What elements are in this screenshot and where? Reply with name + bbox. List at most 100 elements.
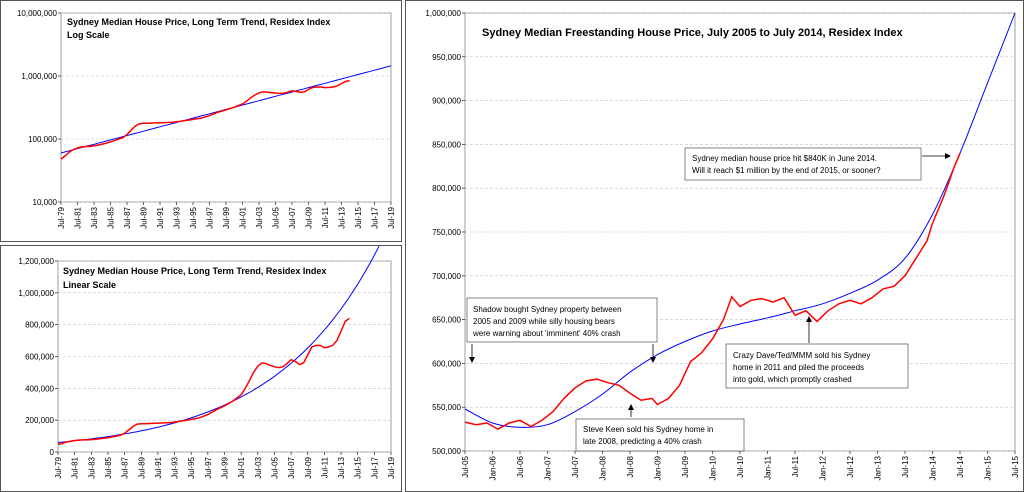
y-tick-label: 10,000,000 (17, 9, 58, 18)
x-tick-label: Jan-14 (929, 455, 938, 480)
x-tick-label: Jul-99 (221, 456, 230, 478)
linear-scale-chart: 1,200,000 1,000,000 800,000 600,000 400,000 2… (18, 246, 396, 479)
x-tick-label: Jul-09 (304, 456, 313, 478)
y-tick-label: 0 (50, 448, 55, 457)
annotation-line: Sydney median house price hit $840K in J… (692, 154, 877, 163)
x-tick-label: Jul-81 (71, 456, 80, 478)
y-tick-label: 1,000,000 (18, 289, 54, 298)
x-tick-label: Jul-13 (338, 206, 347, 228)
x-tick-label: Jan-07 (544, 455, 553, 480)
annotation-line: Crazy Dave/Ted/MMM sold his Sydney (733, 351, 870, 360)
freestanding-price-chart-panel: 1,000,000 950,000 900,000 850,000 800,000 750… (405, 0, 1024, 492)
freestanding-price-chart: 1,000,000 950,000 900,000 850,000 800,000 750… (425, 9, 1020, 480)
arrow-icon (945, 153, 951, 159)
x-tick-label: Jul-05 (272, 206, 281, 228)
y-tick-label: 200,000 (25, 416, 54, 425)
y-tick-label: 500,000 (432, 447, 461, 456)
y-tick-label: 800,000 (432, 184, 461, 193)
annotation-840k: Sydney median house price hit $840K in J… (684, 147, 951, 181)
y-tick-label: 850,000 (432, 140, 461, 149)
plot-area (60, 12, 392, 203)
x-tick-label: Jul-09 (681, 455, 690, 477)
x-tick-label: Jul-15 (1011, 455, 1020, 477)
x-tick-label: Jul-83 (90, 206, 99, 228)
x-tick-label: Jul-81 (74, 206, 83, 228)
annotation-line: Shadow bought Sydney property between (473, 305, 622, 314)
x-tick-label: Jul-97 (206, 206, 215, 228)
x-tick-label: Jul-87 (121, 456, 130, 478)
price-line (57, 317, 350, 446)
x-tick-label: Jul-95 (189, 206, 198, 228)
arrow-icon (650, 357, 656, 363)
x-tick-label: Jul-17 (371, 206, 380, 228)
x-tick-label: Jul-14 (956, 455, 965, 477)
x-tick-label: Jul-19 (387, 456, 396, 478)
x-tick-label: Jan-13 (874, 455, 883, 480)
arrow-icon (469, 357, 475, 363)
x-tick-label: Jul-97 (204, 456, 213, 478)
x-tick-label: Jan-10 (709, 455, 718, 480)
annotation-line: Will it reach $1 million by the end of 2… (692, 166, 881, 175)
y-tick-label: 800,000 (25, 321, 54, 330)
x-tick-label: Jan-06 (489, 455, 498, 480)
x-tick-label: Jul-91 (156, 206, 165, 228)
y-tick-label: 750,000 (432, 228, 461, 237)
annotation-line: into gold, which promptly crashed (733, 375, 852, 384)
annotation-crazy-dave: Crazy Dave/Ted/MMM sold his Sydney home … (725, 316, 909, 389)
chart-title: Sydney Median House Price, Long Term Tre… (63, 266, 326, 276)
x-tick-label: Jan-15 (984, 455, 993, 480)
annotation-line: home in 2011 and piled the proceeds (733, 363, 864, 372)
x-tick-label: Jul-07 (571, 455, 580, 477)
x-tick-label: Jul-93 (171, 456, 180, 478)
y-tick-label: 700,000 (432, 272, 461, 281)
x-tick-label: Jul-15 (354, 206, 363, 228)
x-tick-label: Jul-91 (154, 456, 163, 478)
linear-scale-chart-panel: 1,200,000 1,000,000 800,000 600,000 400,000 2… (0, 245, 402, 492)
x-tick-label: Jul-07 (287, 456, 296, 478)
x-tick-label: Jul-10 (736, 455, 745, 477)
x-tick-label: Jul-15 (354, 456, 363, 478)
y-tick-label: 400,000 (25, 384, 54, 393)
y-tick-label: 950,000 (432, 53, 461, 62)
x-tick-label: Jul-08 (626, 455, 635, 477)
x-tick-label: Jul-13 (337, 456, 346, 478)
y-tick-label: 600,000 (432, 359, 461, 368)
x-tick-label: Jul-79 (57, 206, 66, 228)
annotation-line: 2005 and 2009 while silly housing bears (473, 317, 615, 326)
annotation-steve-keen: Steve Keen sold his Sydney home in late … (575, 404, 745, 452)
x-tick-label: Jan-08 (599, 455, 608, 480)
x-tick-label: Jul-07 (288, 206, 297, 228)
arrow-icon (806, 316, 812, 322)
x-tick-label: Jul-01 (237, 456, 246, 478)
chart-subtitle: Log Scale (67, 30, 110, 40)
x-tick-label: Jan-09 (654, 455, 663, 480)
y-tick-label: 900,000 (432, 97, 461, 106)
x-tick-label: Jul-99 (222, 206, 231, 228)
x-tick-label: Jan-11 (764, 455, 773, 479)
x-tick-label: Jul-17 (370, 456, 379, 478)
chart-title: Sydney Median Freestanding House Price, … (482, 27, 903, 39)
trend-line (464, 12, 1016, 428)
annotation-line: Steve Keen sold his Sydney home in (583, 425, 713, 434)
arrow-icon (628, 404, 634, 410)
x-tick-label: Jul-11 (321, 206, 330, 228)
x-tick-label: Jul-06 (516, 455, 525, 477)
x-tick-label: Jul-09 (305, 206, 314, 228)
x-tick-label: Jul-93 (173, 206, 182, 228)
x-tick-label: Jul-19 (387, 206, 396, 228)
x-tick-label: Jul-03 (255, 206, 264, 228)
y-tick-label: 100,000 (28, 135, 57, 144)
x-tick-label: Jul-11 (320, 456, 329, 478)
chart-title: Sydney Median House Price, Long Term Tre… (67, 17, 330, 27)
x-tick-label: Jul-13 (901, 455, 910, 477)
x-tick-label: Jul-89 (137, 456, 146, 478)
x-tick-label: Jul-11 (791, 455, 800, 477)
x-tick-label: Jul-79 (54, 456, 63, 478)
annotation-line: were warning about 'imminent' 40% crash (472, 329, 621, 338)
annotation-line: late 2008, predicting a 40% crash (583, 437, 702, 446)
x-tick-label: Jan-12 (819, 455, 828, 480)
price-line (60, 80, 350, 160)
y-tick-label: 1,000,000 (425, 9, 461, 18)
log-scale-chart-panel: 10,000,000 1,000,000 100,000 10,000 Jul-79 Ju… (0, 0, 402, 242)
